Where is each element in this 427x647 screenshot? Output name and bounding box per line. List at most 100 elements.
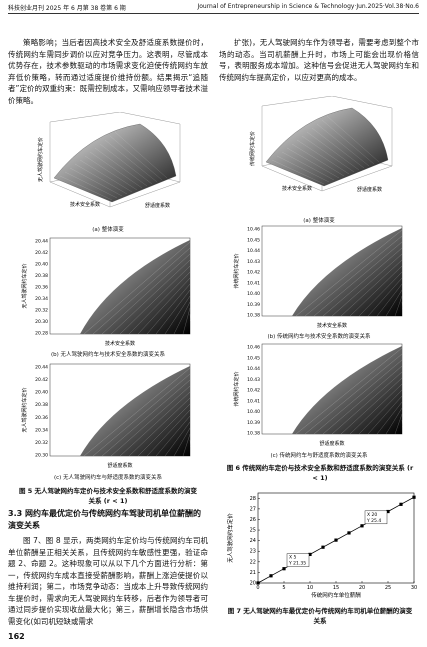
axis-label: 舒适度系数	[357, 186, 382, 193]
y-tick-label: 10.39	[247, 302, 260, 308]
surface-mesh	[79, 159, 133, 193]
surface-mesh	[128, 397, 191, 457]
annotation-text: X 5	[289, 555, 297, 561]
y-tick-label: 20.30	[35, 319, 48, 325]
surface-mesh	[313, 359, 403, 435]
axis-label: 传统网约车定价	[249, 131, 256, 166]
point	[386, 509, 390, 514]
x-axis-label: 传统网约车单位薪酬	[311, 591, 361, 599]
y-tick-label: 10.40	[247, 409, 260, 415]
axis-box	[331, 96, 393, 109]
axis-label: 无人驾驶网约车定价	[21, 387, 28, 432]
figure-3d: 技术安全系数 舒适度系数 无人驾驶网约车定价	[37, 112, 181, 209]
y-tick-label: 20.44	[35, 365, 48, 371]
surface-mesh	[358, 271, 403, 317]
surface-mesh	[281, 151, 335, 181]
surface-mesh	[358, 389, 403, 435]
point	[347, 531, 351, 535]
y-tick-label: 20.42	[35, 377, 48, 383]
x-tick-label: 20	[359, 585, 365, 591]
point	[256, 581, 260, 585]
surface-mesh	[331, 253, 403, 317]
surface-projection	[292, 228, 402, 316]
header-left: 科技创业月刊 2025 年 6 月第 38 卷第 6 期	[8, 5, 126, 12]
surface-mesh	[394, 295, 403, 317]
x-tick-label: 5	[282, 585, 285, 591]
surface-mesh	[137, 277, 191, 335]
surface-mesh	[286, 147, 340, 179]
point	[399, 502, 403, 506]
surface-mesh	[296, 139, 350, 175]
y-tick-label: 21	[250, 570, 256, 576]
y-tick-label: 22	[250, 559, 256, 565]
surface-mesh	[271, 159, 325, 185]
surface-mesh	[301, 135, 355, 173]
axis-label: 传统网约车定价	[233, 371, 240, 406]
axis-label: 技术安全系数	[317, 322, 347, 329]
y-tick-label: 10.42	[247, 270, 260, 276]
surface-mesh	[385, 407, 403, 435]
surface-mesh	[322, 365, 403, 435]
point	[360, 524, 364, 528]
y-tick-label: 20.34	[35, 427, 48, 433]
figure-2d: 20.44 20.42 20.40 20.38 20.36 20.34 20.32 20.30…	[21, 363, 196, 469]
surface-mesh	[164, 421, 191, 457]
surface-mesh	[155, 289, 191, 335]
y-tick-label: 20	[250, 581, 256, 587]
header-right: Journal of Entrepreneurship in Science &…	[197, 3, 419, 10]
surface-mesh	[110, 259, 191, 335]
surface-mesh	[306, 131, 360, 171]
y-tick-label: 20.36	[35, 285, 48, 291]
subfigure-caption: (b) 传统网约车与技术安全系数的演变关系	[267, 334, 371, 340]
surface-mesh	[101, 379, 191, 457]
surface-mesh	[295, 347, 403, 435]
axis-label: 技术安全系数	[282, 185, 312, 192]
subfigure-caption: (c) 无人驾驶网约车与舒适度系数的演变关系	[53, 475, 163, 481]
axis-label: 无人驾驶网约车定价	[37, 137, 44, 182]
annotation-text: Y 25.4	[366, 518, 381, 524]
surface-mesh	[326, 115, 380, 163]
section-heading: 3.3 网约车最优定价与传统网约车驾驶司机单位薪酬的演变关系	[8, 508, 208, 532]
surface-mesh	[84, 155, 138, 191]
axis-label: 传统网约车定价	[233, 253, 240, 288]
x-tick-label: 10	[307, 585, 313, 591]
annotation-text: Y 21.35	[288, 561, 306, 567]
surface-mesh	[340, 259, 403, 317]
surface-mesh	[128, 271, 191, 335]
surface-mesh	[64, 171, 118, 199]
y-tick-label: 20.40	[35, 390, 48, 396]
axis-box	[261, 96, 333, 107]
surface-mesh	[94, 147, 148, 187]
y-tick-label: 10.46	[247, 345, 260, 351]
section-title: 网约车最优定价与传统网约车驾驶司机单位薪酬的演变关系	[8, 509, 201, 530]
y-tick-label: 10.42	[247, 388, 260, 394]
surface-mesh	[99, 143, 153, 185]
subfigure-caption: (c) 传统网约车与舒适度系数的演变关系	[270, 453, 368, 459]
y-tick-label: 10.40	[247, 291, 260, 297]
point	[321, 545, 325, 549]
x-tick-label: 30	[411, 585, 417, 591]
y-tick-label: 20.38	[35, 273, 48, 279]
y-tick-label: 10.41	[247, 280, 260, 286]
figure-3d: 技术安全系数 舒适度系数 传统网约车定价	[249, 96, 393, 193]
y-tick-label: 10.44	[247, 366, 260, 372]
axis-box	[49, 112, 121, 123]
y-tick-label: 10.46	[247, 227, 260, 233]
figure-2d: 20.44 20.42 20.40 20.38 20.36 20.34 20.32 20.30…	[21, 237, 196, 347]
header-rule	[8, 13, 419, 14]
surface-mesh	[321, 119, 375, 165]
surface-projection	[292, 346, 402, 434]
surface-mesh	[295, 229, 403, 317]
surface-mesh	[119, 391, 191, 457]
y-tick-label: 20.30	[35, 453, 48, 459]
axis-box	[119, 112, 181, 125]
surface-mesh	[189, 439, 193, 457]
axis-box	[261, 165, 323, 192]
surface-mesh	[316, 123, 370, 167]
surface-mesh	[304, 353, 403, 435]
line-chart: 20 21 22 23 24 25 26 27 28 0 5 10 15 20 25 30 X 5Y 21.35…	[226, 492, 417, 599]
surface-mesh	[189, 445, 196, 452]
y-tick-label: 20.44	[35, 239, 48, 245]
figure-2d: 10.46 10.45 10.44 10.43 10.42 10.41 10.40 10.39…	[233, 225, 408, 329]
